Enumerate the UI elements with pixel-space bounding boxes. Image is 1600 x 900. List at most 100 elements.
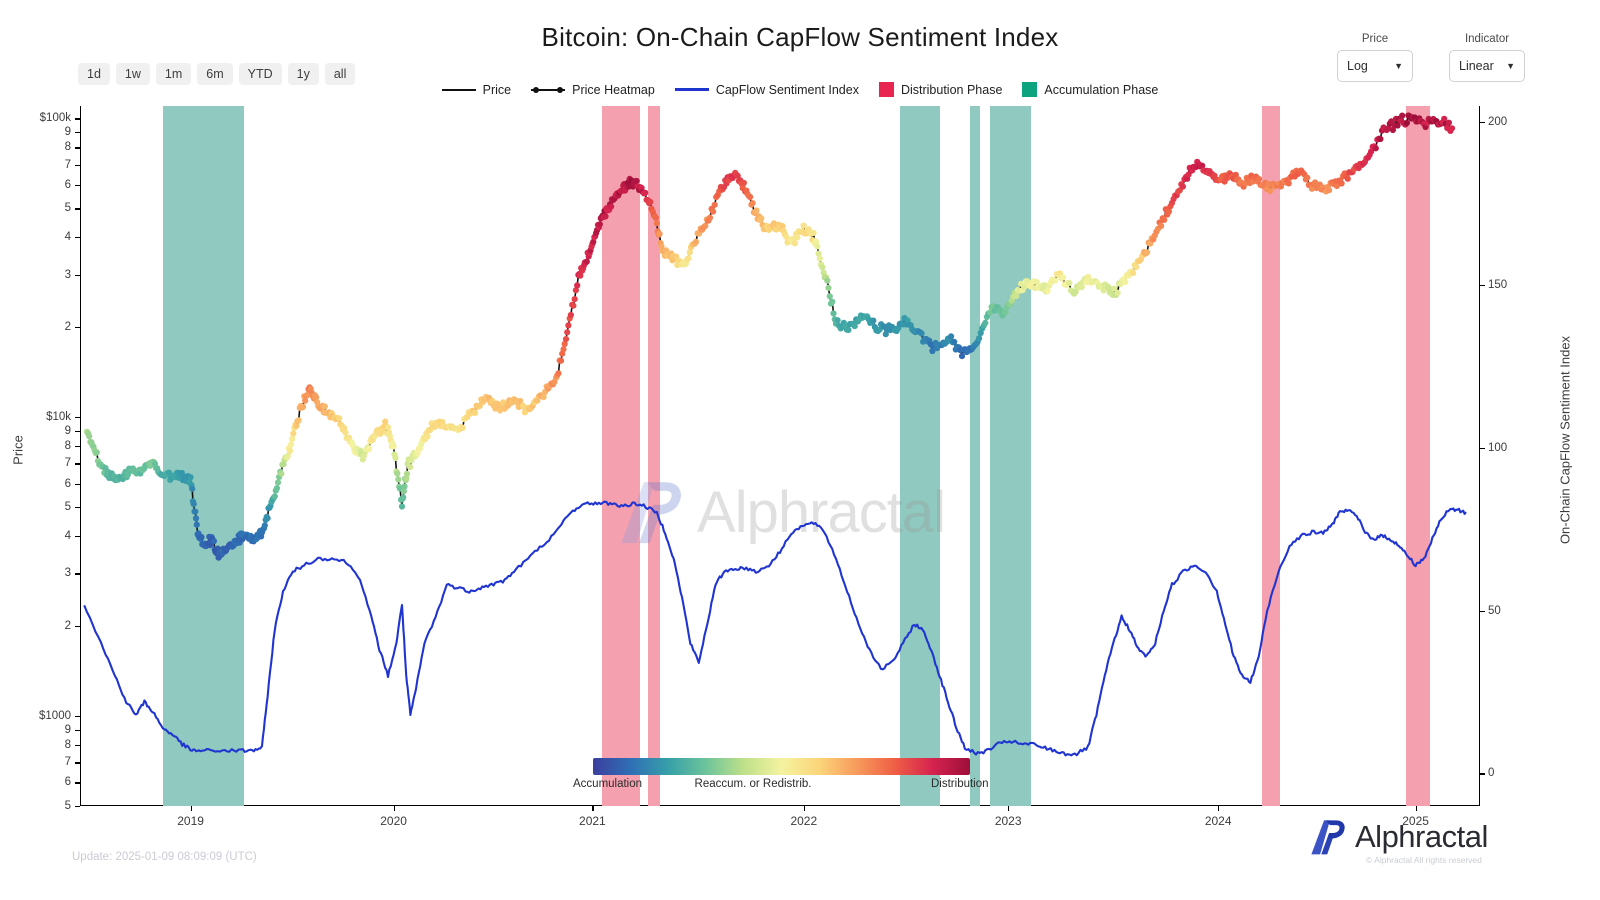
y-axis-left-tick-label: 6 <box>64 776 71 789</box>
range-button-6m[interactable]: 6m <box>197 63 233 85</box>
y-axis-left-tick-label: 9 <box>64 126 71 139</box>
y-axis-left-tick-mark <box>75 716 80 718</box>
y-axis-left-tick-label: 9 <box>64 424 71 437</box>
y-axis-left-tick-mark <box>75 536 80 538</box>
y-axis-left-tick-label: 7 <box>64 756 71 769</box>
colorbar-label-accumulation: Accumulation <box>573 778 643 790</box>
price-scale-control: Price Log ▼ <box>1337 33 1413 82</box>
legend-swatch-icon <box>1022 82 1038 97</box>
y-axis-left-tick-mark <box>75 164 80 166</box>
x-axis-tick-mark <box>1218 806 1220 811</box>
legend-line-icon <box>674 88 709 91</box>
y-axis-left-tick-label: 5 <box>64 501 71 514</box>
y-axis-right-tick-mark <box>1480 285 1485 287</box>
y-axis-left-tick-label: 7 <box>64 457 71 470</box>
y-axis-right-tick-label: 50 <box>1488 604 1501 617</box>
y-axis-left-tick-mark <box>75 463 80 465</box>
y-axis-right-tick-label: 150 <box>1488 279 1508 292</box>
y-axis-right-spine <box>1478 106 1480 806</box>
price-scale-select[interactable]: Log ▼ <box>1337 50 1413 82</box>
y-axis-left-tick-label: 3 <box>64 567 71 580</box>
legend-line-icon <box>441 88 476 91</box>
y-axis-left-tick-label: 6 <box>64 178 71 191</box>
legend-item-price[interactable]: Price <box>441 82 512 97</box>
y-axis-left-tick-mark <box>75 118 80 120</box>
x-axis-tick-mark <box>803 806 805 811</box>
y-axis-left-tick-mark <box>75 184 80 186</box>
range-button-1m[interactable]: 1m <box>155 63 192 85</box>
colorbar-gradient <box>593 758 970 775</box>
y-axis-right-tick-label: 0 <box>1488 767 1495 780</box>
y-axis-left-tick-label: 4 <box>64 231 71 244</box>
y-axis-left-tick-mark <box>75 208 80 210</box>
y-axis-left-tick-label: 8 <box>64 739 71 751</box>
colorbar-label-middle: Reaccum. or Redistrib. <box>694 778 812 790</box>
y-axis-left-tick-mark <box>75 483 80 485</box>
legend-item-capflow-sentiment-index[interactable]: CapFlow Sentiment Index <box>674 82 859 97</box>
y-axis-left-tick-label: 5 <box>64 800 71 812</box>
brand-logo: Alphractal <box>1308 818 1488 856</box>
phase-band-accumulation <box>162 106 244 806</box>
x-axis-tick-label: 2021 <box>579 814 606 828</box>
legend-item-price-heatmap[interactable]: Price Heatmap <box>531 83 655 97</box>
y-axis-left-tick-mark <box>75 132 80 134</box>
y-axis-left-tick-label: 8 <box>64 440 71 453</box>
legend-item-distribution-phase[interactable]: Distribution Phase <box>878 82 1003 97</box>
phase-band-accumulation <box>970 106 981 806</box>
y-axis-right-tick-mark <box>1480 447 1485 450</box>
y-axis-left-tick-label: $1000 <box>39 710 71 723</box>
legend-line-marker-icon <box>531 85 566 94</box>
x-axis-tick-mark <box>190 806 192 811</box>
legend-label: Price <box>482 82 512 97</box>
chevron-down-icon: ▼ <box>1394 60 1403 71</box>
legend-label: Distribution Phase <box>900 82 1003 97</box>
price-scale-value: Log <box>1347 59 1368 73</box>
indicator-scale-select[interactable]: Linear ▼ <box>1449 50 1525 82</box>
legend-label: Accumulation Phase <box>1044 82 1159 97</box>
y-axis-left-tick-mark <box>75 507 80 509</box>
y-axis-right-tick-mark <box>1480 773 1485 775</box>
y-axis-left-tick-label: 5 <box>64 202 71 215</box>
range-button-1d[interactable]: 1d <box>78 63 110 85</box>
legend-item-accumulation-phase[interactable]: Accumulation Phase <box>1022 82 1158 97</box>
range-button-1w[interactable]: 1w <box>115 63 150 85</box>
colorbar-label-distribution: Distribution <box>931 778 989 790</box>
brand-name: Alphractal <box>1355 819 1488 854</box>
page-title: Bitcoin: On-Chain CapFlow Sentiment Inde… <box>541 22 1059 52</box>
phase-band-distribution <box>1405 106 1430 806</box>
y-axis-left-tick-mark <box>75 237 80 239</box>
y-axis-left-tick-mark <box>75 430 80 433</box>
legend-swatch-icon <box>878 82 894 97</box>
y-axis-left-tick-label: 6 <box>64 477 71 490</box>
y-axis-right-title: On-Chain CapFlow Sentiment Index <box>1557 335 1573 545</box>
range-button-ytd[interactable]: YTD <box>238 63 282 85</box>
y-axis-left-title: Price <box>10 435 26 465</box>
y-axis-left-tick-mark <box>75 573 80 575</box>
range-button-all[interactable]: all <box>324 63 356 85</box>
y-axis-left-tick-label: 2 <box>64 321 71 334</box>
update-timestamp: Update: 2025-01-09 08:09:09 (UTC) <box>72 851 257 863</box>
y-axis-left-tick-mark <box>75 417 80 419</box>
y-axis-left-tick-label: 8 <box>64 141 71 154</box>
y-axis-right-tick-label: 100 <box>1488 441 1508 454</box>
y-axis-left-tick-label: 2 <box>64 620 71 633</box>
range-button-1y[interactable]: 1y <box>287 63 319 85</box>
y-axis-left-tick-mark <box>75 147 80 149</box>
y-axis-left-tick-mark <box>75 327 80 329</box>
x-axis-tick-label: 2022 <box>790 814 818 828</box>
y-axis-right-tick-mark <box>1480 122 1485 124</box>
x-axis-tick-label: 2023 <box>994 814 1022 828</box>
phase-band-distribution <box>602 106 640 806</box>
legend-label: CapFlow Sentiment Index <box>715 82 859 97</box>
phase-band-accumulation <box>990 106 1031 806</box>
y-axis-left-spine <box>80 106 82 806</box>
y-axis-left-tick-mark <box>75 745 80 747</box>
x-axis-tick-label: 2019 <box>177 814 204 828</box>
phase-band-distribution <box>1261 106 1280 806</box>
y-axis-left-tick-mark <box>75 806 80 808</box>
time-range-toolbar: 1d 1w 1m 6m YTD 1y all <box>78 63 356 85</box>
y-axis-left-tick-label: $10k <box>46 411 71 424</box>
x-axis-tick-mark <box>393 806 395 811</box>
legend-label: Price Heatmap <box>572 82 655 97</box>
